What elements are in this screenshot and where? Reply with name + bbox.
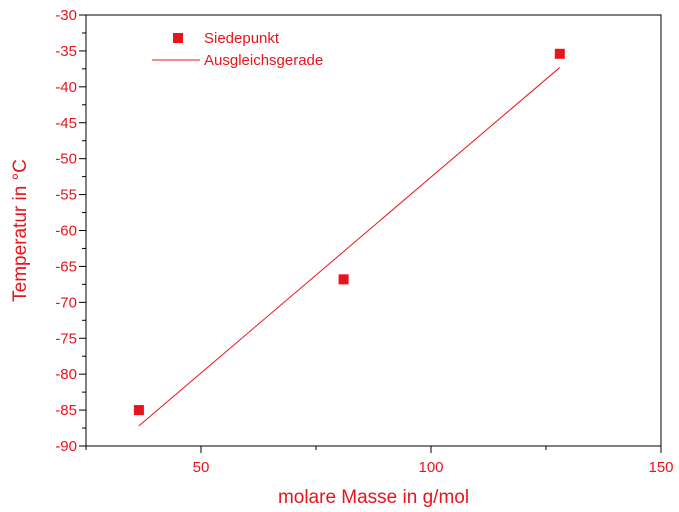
x-axis-title: molare Masse in g/mol	[278, 487, 469, 508]
legend-marker-siedepunkt	[173, 33, 183, 43]
y-tick-label: -90	[55, 438, 77, 455]
fit-line	[138, 67, 561, 427]
y-tick-label: -35	[55, 43, 77, 60]
y-tick-label: -60	[55, 223, 77, 240]
legend: Siedepunkt Ausgleichsgerade	[152, 30, 323, 69]
y-tick-label: -80	[55, 366, 77, 383]
x-tick-label: 100	[418, 459, 443, 476]
y-tick-label: -65	[55, 258, 77, 275]
y-tick-label: -30	[55, 7, 77, 24]
tick-layer: -30 -35 -40 -45 -50 -55 -60 -65 -70 -75 -80 -85 -90 5…	[55, 7, 673, 476]
y-tick-label: -85	[55, 402, 77, 419]
y-tick-label: -40	[55, 79, 77, 96]
y-tick-label: -70	[55, 294, 77, 311]
y-tick-label: -45	[55, 115, 77, 132]
data-point	[554, 48, 565, 59]
plot-layer	[133, 48, 565, 427]
y-tick-label: -55	[55, 187, 77, 204]
legend-label-siedepunkt: Siedepunkt	[204, 30, 280, 47]
y-axis-title: Temperatur in °C	[10, 159, 31, 302]
x-tick-label: 150	[648, 459, 673, 476]
x-tick-label: 50	[193, 459, 210, 476]
y-tick-label: -50	[55, 151, 77, 168]
plot-frame	[85, 14, 662, 447]
legend-label-ausgleichsgerade: Ausgleichsgerade	[204, 52, 323, 69]
data-point	[133, 405, 144, 416]
data-point	[338, 274, 349, 285]
y-tick-label: -75	[55, 330, 77, 347]
